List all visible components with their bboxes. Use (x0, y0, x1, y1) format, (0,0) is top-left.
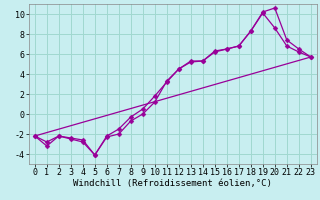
X-axis label: Windchill (Refroidissement éolien,°C): Windchill (Refroidissement éolien,°C) (73, 179, 272, 188)
